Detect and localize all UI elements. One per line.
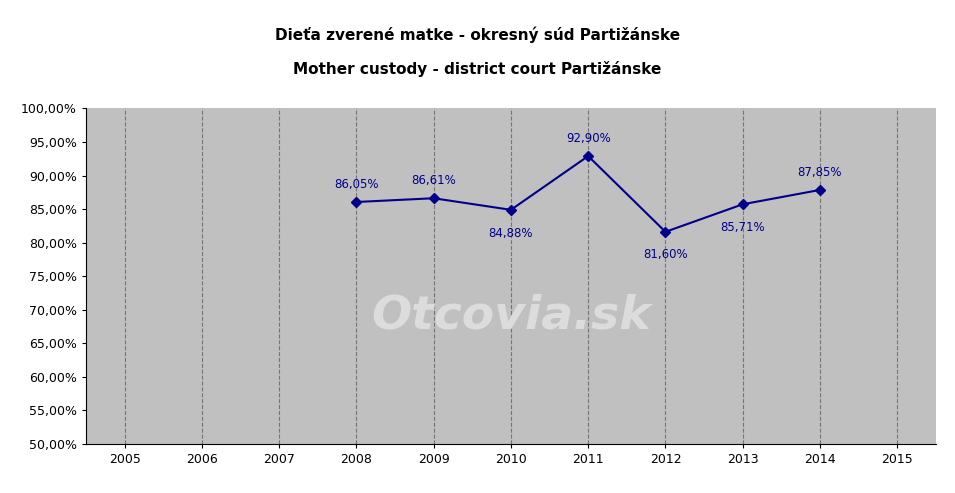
Text: 84,88%: 84,88% — [489, 226, 533, 240]
Text: Otcovia.sk: Otcovia.sk — [371, 294, 650, 339]
Text: Mother custody - district court Partižánske: Mother custody - district court Partižán… — [293, 61, 662, 77]
Text: 86,05%: 86,05% — [334, 178, 378, 191]
Text: Dieťa zverené matke - okresný súd Partižánske: Dieťa zverené matke - okresný súd Partiž… — [275, 26, 680, 43]
Text: 87,85%: 87,85% — [797, 166, 842, 179]
Text: 85,71%: 85,71% — [720, 221, 765, 234]
Text: 86,61%: 86,61% — [412, 174, 456, 187]
Text: 81,60%: 81,60% — [643, 248, 688, 261]
Text: 92,90%: 92,90% — [565, 132, 610, 145]
